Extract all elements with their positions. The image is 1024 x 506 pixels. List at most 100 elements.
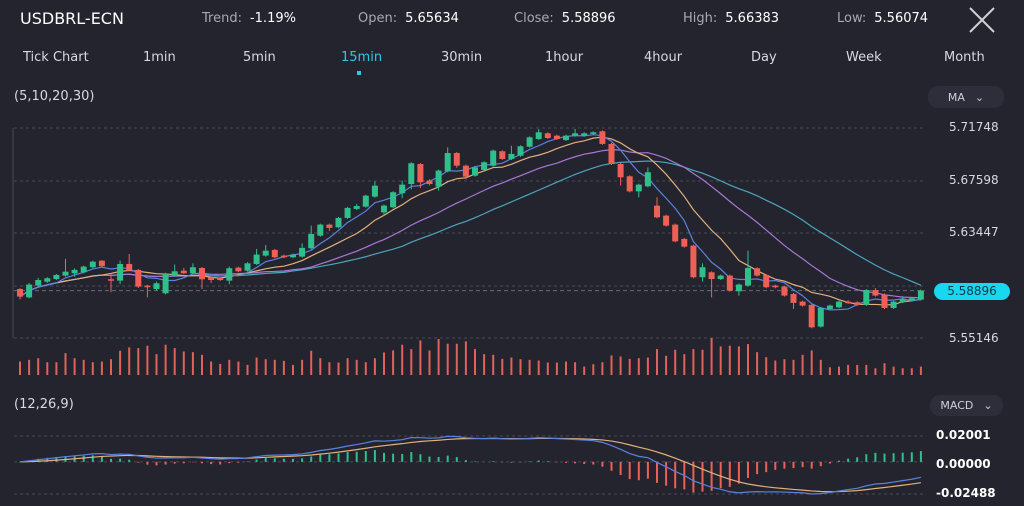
- macd-histogram-bar: [219, 461, 222, 465]
- macd-histogram-bar: [419, 454, 422, 462]
- tab-day[interactable]: Day: [751, 50, 777, 65]
- ma5-line: [19, 134, 921, 311]
- candle-down: [462, 165, 469, 177]
- current-price-tag: 5.58896: [934, 283, 1010, 300]
- candle-up: [317, 224, 324, 236]
- macd-histogram-bar: [319, 454, 322, 462]
- volume-bar: [792, 359, 795, 375]
- candle-up: [117, 263, 124, 281]
- volume-bar: [674, 349, 677, 375]
- tab-month[interactable]: Month: [944, 50, 985, 65]
- candle-down: [499, 151, 506, 159]
- candle-up: [253, 254, 260, 264]
- macd-indicator-dropdown[interactable]: MACD ⌄: [930, 395, 1003, 416]
- volume-bar: [410, 349, 413, 375]
- tab-15min[interactable]: 15min: [341, 50, 383, 65]
- volume-bar: [810, 350, 813, 375]
- candle-up: [308, 233, 315, 249]
- candle-down: [180, 270, 187, 274]
- volume-bar: [883, 363, 886, 375]
- volume-bar: [328, 362, 331, 375]
- macd-histogram-bar: [610, 461, 613, 471]
- volume-bar: [392, 350, 395, 375]
- volume-bar: [128, 347, 131, 375]
- candle-down: [626, 176, 633, 192]
- volume-bar: [919, 366, 922, 375]
- open-label: Open:: [358, 11, 398, 26]
- trend-stat: Trend: -1.19%: [202, 11, 296, 26]
- macd-histogram-bar: [747, 461, 749, 478]
- tab-week[interactable]: Week: [846, 50, 882, 65]
- tab-tick-chart[interactable]: Tick Chart: [23, 50, 89, 65]
- macd-histogram-bar: [901, 452, 904, 462]
- candle-up: [344, 207, 351, 218]
- candle-up: [444, 153, 451, 172]
- macd-histogram-bar: [210, 461, 213, 465]
- tab-5min[interactable]: 5min: [243, 50, 276, 65]
- volume-bar: [583, 366, 586, 375]
- macd-histogram-bar: [91, 455, 94, 462]
- volume-bar: [701, 349, 704, 375]
- candle-up: [717, 275, 724, 280]
- macd-histogram-bar: [710, 461, 713, 491]
- volume-bar: [401, 344, 404, 375]
- candle-up: [162, 273, 169, 294]
- candle-down: [108, 279, 114, 281]
- candle-up: [517, 146, 524, 156]
- macd-tick: 0.00000: [936, 457, 991, 471]
- candle-down: [808, 304, 815, 328]
- macd-histogram-bar: [646, 461, 649, 479]
- macd-histogram-bar: [155, 461, 158, 466]
- chevron-down-icon: ⌄: [983, 399, 993, 412]
- volume-bar: [892, 366, 895, 375]
- tab-4hour[interactable]: 4hour: [644, 50, 683, 65]
- volume-bar: [838, 366, 840, 375]
- macd-histogram-bar: [910, 452, 913, 462]
- macd-histogram-bar: [656, 461, 658, 483]
- volume-bar: [901, 368, 904, 375]
- ma-indicator-dropdown[interactable]: MA ⌄: [928, 86, 1004, 108]
- macd-histogram-bar: [28, 460, 31, 462]
- volume-bar: [474, 349, 476, 375]
- candle-up: [735, 284, 742, 292]
- chevron-down-icon: ⌄: [974, 90, 985, 104]
- candle-up: [226, 268, 233, 281]
- macd-histogram-bar: [728, 461, 731, 487]
- volume-bar: [301, 359, 304, 375]
- macd-histogram-bar: [601, 461, 604, 467]
- macd-histogram-bar: [765, 461, 768, 473]
- volume-bar: [437, 339, 440, 375]
- macd-histogram-bar: [574, 461, 577, 464]
- volume-bar: [528, 359, 531, 375]
- macd-histogram-bar: [838, 460, 840, 462]
- macd-histogram-bar: [819, 461, 822, 467]
- candle-up: [262, 250, 269, 256]
- candle-down: [553, 135, 560, 139]
- candle-down: [872, 290, 879, 296]
- candle-down: [271, 249, 278, 258]
- volume-bar: [337, 362, 340, 375]
- volume-bar: [100, 361, 103, 375]
- volume-bar: [319, 358, 322, 375]
- high-value: 5.66383: [725, 11, 780, 26]
- volume-bar: [756, 352, 759, 375]
- macd-histogram-bar: [883, 453, 886, 462]
- candle-up: [917, 290, 924, 300]
- candle-down: [881, 294, 888, 308]
- macd-histogram-bar: [255, 459, 258, 462]
- volume-bar: [383, 352, 385, 375]
- candle-up: [508, 153, 515, 159]
- macd-histogram-bar: [810, 461, 813, 469]
- macd-histogram-bar: [828, 461, 831, 464]
- volume-bar: [373, 358, 376, 375]
- macd-histogram-bar: [737, 461, 740, 484]
- candle-down: [426, 180, 433, 185]
- macd-histogram-bar: [683, 461, 686, 490]
- tab-1hour[interactable]: 1hour: [545, 50, 584, 65]
- tab-30min[interactable]: 30min: [441, 50, 483, 65]
- tab-1min[interactable]: 1min: [143, 50, 176, 65]
- volume-bar: [537, 360, 540, 375]
- candle-down: [799, 301, 806, 306]
- x-close-icon[interactable]: [966, 4, 998, 36]
